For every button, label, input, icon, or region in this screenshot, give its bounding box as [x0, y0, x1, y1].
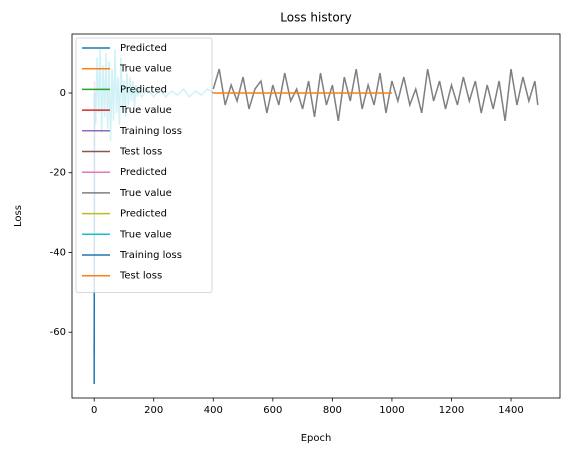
- legend-label: Predicted: [120, 209, 167, 220]
- x-tick-label: 1400: [498, 405, 523, 416]
- legend-label: Predicted: [120, 84, 167, 95]
- legend-box: [75, 37, 213, 293]
- legend: Predicted True value Predicted True value Tr…: [75, 37, 213, 293]
- y-tick-label: -40: [50, 247, 66, 258]
- x-tick-label: 1000: [379, 405, 404, 416]
- legend-label: Predicted: [120, 167, 167, 178]
- x-tick-label: 400: [204, 405, 223, 416]
- legend-label: Predicted: [120, 43, 167, 54]
- legend-label: True value: [119, 105, 172, 116]
- y-axis-label: Loss: [13, 205, 24, 227]
- legend-label: Test loss: [119, 271, 162, 282]
- x-tick-label: 200: [144, 405, 163, 416]
- x-tick-label: 600: [263, 405, 282, 416]
- series-line: [212, 68, 539, 122]
- legend-label: Training loss: [119, 250, 182, 261]
- y-tick-label: -20: [50, 168, 66, 179]
- x-axis-label: Epoch: [301, 433, 332, 444]
- legend-label: Test loss: [119, 147, 162, 158]
- x-tick-label: 800: [323, 405, 342, 416]
- axes-frame: [71, 33, 561, 399]
- legend-label: True value: [119, 64, 172, 75]
- y-tick-label: 0: [60, 88, 66, 99]
- legend-label: Training loss: [119, 126, 182, 137]
- legend-label: True value: [119, 188, 172, 199]
- x-tick-label: 1200: [439, 405, 464, 416]
- x-tick-label: 0: [91, 405, 97, 416]
- y-tick-label: -60: [50, 327, 66, 338]
- legend-label: True value: [119, 229, 172, 240]
- chart-title: Loss history: [280, 11, 351, 25]
